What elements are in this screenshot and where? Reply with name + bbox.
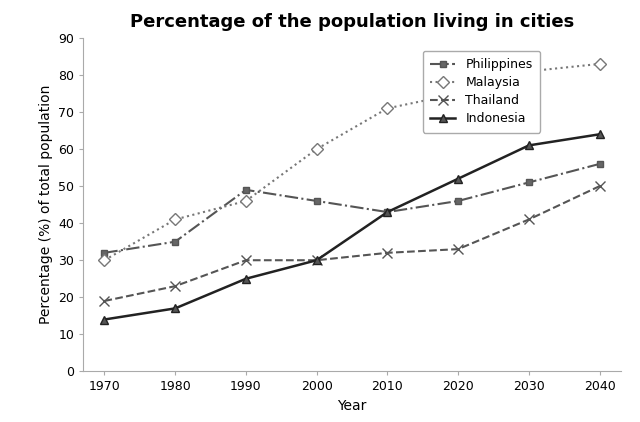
Thailand bbox=[100, 298, 108, 303]
Malaysia bbox=[525, 69, 532, 74]
Indonesia bbox=[172, 306, 179, 311]
Legend: Philippines, Malaysia, Thailand, Indonesia: Philippines, Malaysia, Thailand, Indones… bbox=[423, 51, 540, 133]
X-axis label: Year: Year bbox=[337, 399, 367, 413]
Philippines bbox=[454, 198, 462, 203]
Indonesia bbox=[454, 176, 462, 181]
Malaysia bbox=[172, 217, 179, 222]
Indonesia bbox=[100, 317, 108, 322]
Thailand bbox=[313, 258, 321, 263]
Philippines bbox=[313, 198, 321, 203]
Title: Percentage of the population living in cities: Percentage of the population living in c… bbox=[130, 13, 574, 31]
Philippines bbox=[525, 180, 532, 185]
Indonesia bbox=[525, 143, 532, 148]
Philippines bbox=[596, 161, 604, 166]
Line: Thailand: Thailand bbox=[100, 181, 604, 306]
Indonesia bbox=[383, 210, 391, 215]
Philippines bbox=[242, 187, 250, 192]
Thailand bbox=[172, 284, 179, 289]
Line: Philippines: Philippines bbox=[101, 160, 603, 256]
Line: Malaysia: Malaysia bbox=[100, 60, 604, 265]
Thailand bbox=[454, 246, 462, 252]
Thailand bbox=[383, 250, 391, 255]
Malaysia bbox=[313, 146, 321, 151]
Thailand bbox=[242, 258, 250, 263]
Indonesia bbox=[242, 276, 250, 281]
Thailand bbox=[596, 184, 604, 189]
Philippines bbox=[100, 250, 108, 255]
Philippines bbox=[383, 210, 391, 215]
Indonesia bbox=[313, 258, 321, 263]
Line: Indonesia: Indonesia bbox=[100, 130, 604, 324]
Malaysia bbox=[100, 258, 108, 263]
Malaysia bbox=[242, 198, 250, 203]
Malaysia bbox=[454, 91, 462, 96]
Philippines bbox=[172, 239, 179, 244]
Malaysia bbox=[383, 106, 391, 111]
Malaysia bbox=[596, 61, 604, 66]
Indonesia bbox=[596, 132, 604, 137]
Y-axis label: Percentage (%) of total population: Percentage (%) of total population bbox=[38, 85, 52, 325]
Thailand bbox=[525, 217, 532, 222]
